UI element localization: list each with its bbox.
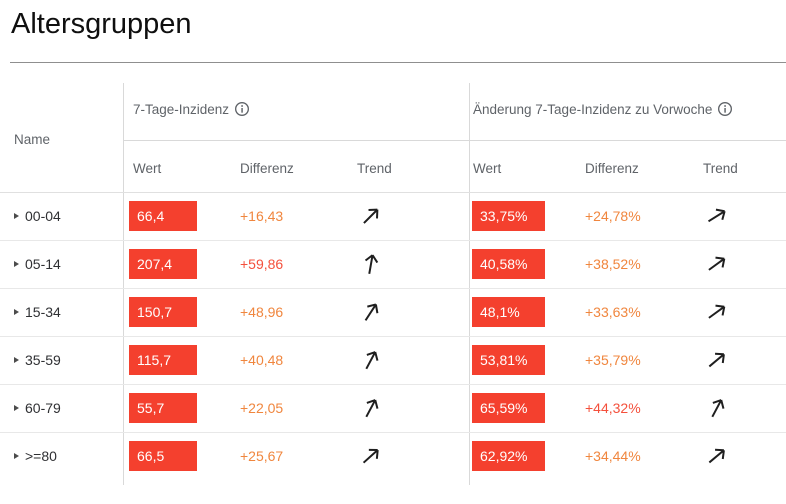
arrow-up-right-icon	[704, 203, 730, 229]
arrow-up-right-icon	[358, 251, 384, 277]
aenderung-differenz-value: +34,44%	[585, 448, 641, 464]
aenderung-wert-badge: 53,81%	[472, 345, 545, 375]
subheader-inzidenz-trend[interactable]: Trend	[357, 161, 392, 176]
row-name: 05-14	[25, 256, 61, 272]
caret-right-icon	[14, 308, 19, 315]
aenderung-differenz-value: +35,79%	[585, 352, 641, 368]
inzidenz-differenz-value: +16,43	[240, 208, 284, 224]
table-row[interactable]: 60-79 55,7 +22,05 65,59% +44,32%	[0, 384, 786, 433]
inzidenz-differenz-value: +48,96	[240, 304, 284, 320]
group-header-inzidenz-label: 7-Tage-Inzidenz	[133, 101, 230, 117]
subheader-divider	[0, 192, 786, 193]
title-divider	[10, 62, 786, 63]
arrow-up-right-icon	[358, 203, 384, 229]
row-name: 35-59	[25, 352, 61, 368]
aenderung-wert-badge: 48,1%	[472, 297, 545, 327]
column-divider-left	[123, 83, 124, 485]
inzidenz-differenz-value: +22,05	[240, 400, 284, 416]
arrow-up-right-icon	[358, 347, 384, 373]
caret-right-icon	[14, 260, 19, 267]
inzidenz-wert-badge: 115,7	[129, 345, 197, 375]
table-row[interactable]: 15-34 150,7 +48,96 48,1% +33,63%	[0, 288, 786, 337]
table-row[interactable]: 00-04 66,4 +16,43 33,75% +24,78%	[0, 192, 786, 241]
subheader-aenderung-differenz[interactable]: Differenz	[585, 161, 639, 176]
caret-right-icon	[14, 212, 19, 219]
column-divider-right	[469, 83, 470, 485]
aenderung-wert-badge: 65,59%	[472, 393, 545, 423]
inzidenz-wert-badge: 66,5	[129, 441, 197, 471]
page-title: Altersgruppen	[11, 8, 192, 40]
subheader-inzidenz-differenz[interactable]: Differenz	[240, 161, 294, 176]
info-icon[interactable]	[234, 101, 250, 117]
subheader-inzidenz-wert[interactable]: Wert	[133, 161, 162, 176]
aenderung-differenz-value: +24,78%	[585, 208, 641, 224]
arrow-up-right-icon	[704, 299, 730, 325]
caret-right-icon	[14, 452, 19, 459]
group-header-inzidenz: 7-Tage-Inzidenz	[133, 97, 250, 121]
group-header-aenderung: Änderung 7-Tage-Inzidenz zu Vorwoche	[473, 97, 733, 121]
caret-right-icon	[14, 404, 19, 411]
inzidenz-differenz-value: +25,67	[240, 448, 284, 464]
column-header-name[interactable]: Name	[14, 132, 51, 147]
arrow-up-right-icon	[704, 347, 730, 373]
aenderung-wert-badge: 62,92%	[472, 441, 545, 471]
table-row[interactable]: 05-14 207,4 +59,86 40,58% +38,52%	[0, 240, 786, 289]
inzidenz-wert-badge: 150,7	[129, 297, 197, 327]
inzidenz-wert-badge: 66,4	[129, 201, 197, 231]
arrow-up-right-icon	[358, 299, 384, 325]
aenderung-differenz-value: +44,32%	[585, 400, 641, 416]
arrow-up-right-icon	[358, 395, 384, 421]
arrow-up-right-icon	[704, 395, 730, 421]
table-row[interactable]: 35-59 115,7 +40,48 53,81% +35,79%	[0, 336, 786, 385]
group-header-aenderung-label: Änderung 7-Tage-Inzidenz zu Vorwoche	[473, 101, 713, 117]
arrow-up-right-icon	[358, 443, 384, 469]
row-name: 60-79	[25, 400, 61, 416]
row-name: 15-34	[25, 304, 61, 320]
row-name: 00-04	[25, 208, 61, 224]
info-icon[interactable]	[717, 101, 733, 117]
aenderung-wert-badge: 33,75%	[472, 201, 545, 231]
subheader-aenderung-wert[interactable]: Wert	[473, 161, 502, 176]
inzidenz-differenz-value: +40,48	[240, 352, 284, 368]
inzidenz-wert-badge: 55,7	[129, 393, 197, 423]
group-header-divider	[123, 140, 786, 141]
aenderung-wert-badge: 40,58%	[472, 249, 545, 279]
inzidenz-wert-badge: 207,4	[129, 249, 197, 279]
arrow-up-right-icon	[704, 443, 730, 469]
aenderung-differenz-value: +38,52%	[585, 256, 641, 272]
aenderung-differenz-value: +33,63%	[585, 304, 641, 320]
table-row[interactable]: >=80 66,5 +25,67 62,92% +34,44%	[0, 432, 786, 480]
inzidenz-differenz-value: +59,86	[240, 256, 284, 272]
subheader-aenderung-trend[interactable]: Trend	[703, 161, 738, 176]
row-name: >=80	[25, 448, 57, 464]
caret-right-icon	[14, 356, 19, 363]
arrow-up-right-icon	[704, 251, 730, 277]
